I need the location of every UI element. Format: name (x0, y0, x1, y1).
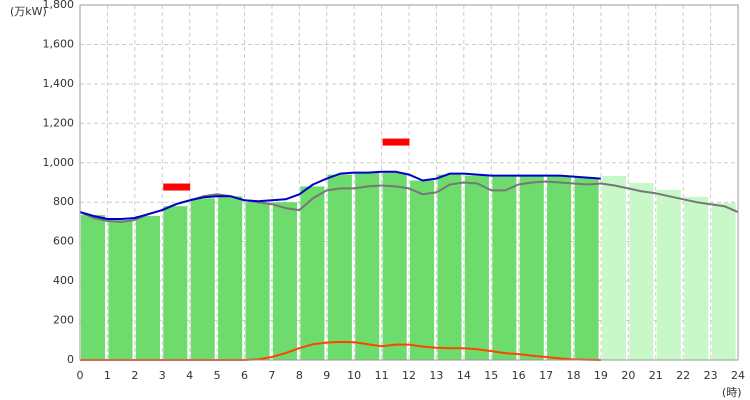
x-tick-label: 14 (457, 369, 471, 382)
y-tick-label: 0 (67, 353, 74, 366)
bar (410, 180, 435, 360)
y-tick-label: 800 (53, 195, 74, 208)
x-tick-label: 3 (159, 369, 166, 382)
bar (218, 196, 243, 360)
x-tick-label: 23 (704, 369, 718, 382)
plot-data (79, 138, 739, 361)
x-tick-label: 22 (676, 369, 690, 382)
bar (355, 172, 380, 360)
x-tick-label: 0 (77, 369, 84, 382)
bar (629, 182, 654, 360)
x-tick-label: 4 (186, 369, 193, 382)
x-tick-label: 7 (268, 369, 275, 382)
x-tick-label: 17 (539, 369, 553, 382)
bar (81, 215, 106, 360)
bar (547, 176, 572, 360)
x-tick-label: 6 (241, 369, 248, 382)
x-tick-label: 18 (567, 369, 581, 382)
x-tick-label: 1 (104, 369, 111, 382)
bar (300, 186, 325, 360)
peak-marker (163, 183, 191, 191)
x-tick-label: 13 (429, 369, 443, 382)
x-axis-label: (時) (722, 386, 742, 399)
bar (272, 202, 298, 360)
bar (190, 198, 215, 360)
y-tick-label: 1,400 (43, 77, 75, 90)
bar (464, 175, 489, 360)
bar (574, 177, 599, 360)
x-tick-label: 16 (512, 369, 526, 382)
bar (684, 196, 709, 360)
x-tick-label: 21 (649, 369, 663, 382)
bar (327, 174, 352, 360)
peak-marker (382, 138, 410, 146)
bar (601, 175, 627, 360)
x-tick-label: 12 (402, 369, 416, 382)
x-tick-label: 2 (131, 369, 138, 382)
y-tick-label: 1,000 (43, 156, 75, 169)
bar (245, 202, 270, 360)
x-tick-label: 11 (375, 369, 389, 382)
bar (382, 172, 407, 360)
y-tick-label: 200 (53, 314, 74, 327)
bar (519, 174, 544, 360)
plot-frame (79, 4, 739, 361)
bar (656, 189, 681, 360)
x-tick-label: 19 (594, 369, 608, 382)
y-tick-label: 1,200 (43, 116, 75, 129)
bar (711, 203, 736, 360)
x-tick-label: 15 (484, 369, 498, 382)
x-tick-label: 10 (347, 369, 361, 382)
bar (492, 176, 517, 360)
y-tick-label: 1,800 (43, 0, 75, 11)
bar (437, 174, 462, 360)
x-tick-label: 8 (296, 369, 303, 382)
y-tick-label: 1,600 (43, 37, 75, 50)
y-tick-label: 400 (53, 274, 74, 287)
bar (135, 216, 160, 360)
y-tick-label: 600 (53, 235, 74, 248)
x-tick-label: 9 (323, 369, 330, 382)
x-tick-label: 20 (621, 369, 635, 382)
line (79, 170, 601, 220)
x-tick-label: 5 (214, 369, 221, 382)
grid (79, 4, 739, 361)
bar (108, 219, 133, 360)
y-axis-label: (万kW) (10, 5, 47, 18)
x-tick-label: 24 (731, 369, 745, 382)
bar (163, 206, 188, 360)
